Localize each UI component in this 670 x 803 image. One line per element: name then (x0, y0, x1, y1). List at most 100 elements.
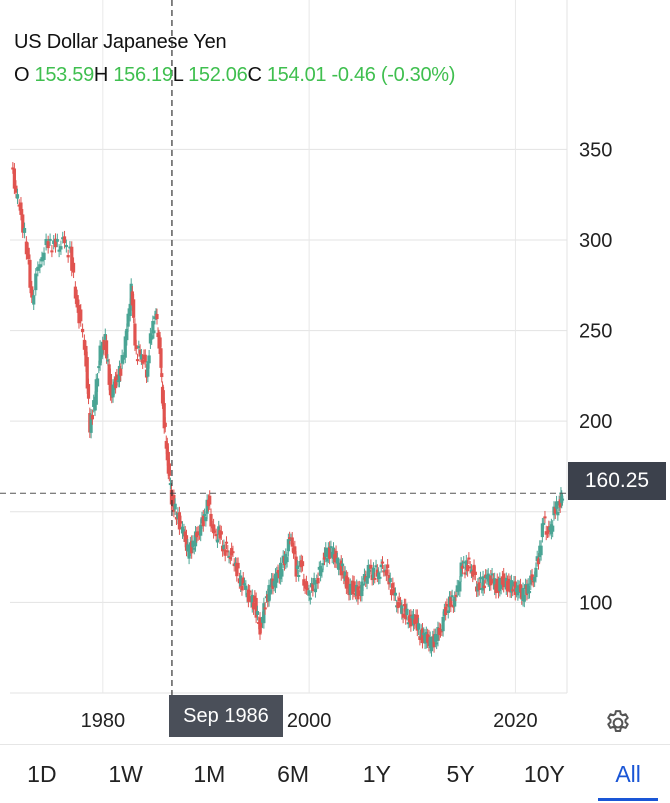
candle-body (147, 355, 151, 364)
candle-body (17, 204, 21, 207)
chart-title: US Dollar Japanese Yen (14, 31, 227, 53)
candle-body (55, 239, 59, 242)
candle-body (241, 577, 245, 586)
candle-body (15, 194, 20, 199)
timeframe-tab-1w[interactable]: 1W (108, 761, 143, 787)
timeframe-tab-1d[interactable]: 1D (27, 761, 57, 787)
candle-body (477, 582, 481, 591)
candle-body (472, 564, 476, 575)
candle-body (125, 328, 129, 341)
candle-body (59, 246, 63, 250)
price-chart[interactable]: 100 200 250 300 350 1980 2000 2020 (0, 0, 670, 744)
timeframe-tab-1y[interactable]: 1Y (362, 761, 391, 787)
candle-body (493, 578, 497, 590)
candle-body (551, 525, 555, 532)
candle-body (405, 608, 409, 616)
candle-body (179, 521, 183, 524)
candle-body (80, 328, 85, 333)
candle-body (172, 494, 176, 512)
candle-body (511, 589, 515, 592)
candle-body (204, 516, 208, 522)
timeframe-tabs: 1D 1W 1M 6M 1Y 5Y 10Y All (0, 744, 670, 801)
candle-body (38, 264, 42, 268)
candle-body (192, 547, 196, 550)
candle-body (356, 586, 360, 600)
candle-body (331, 547, 336, 559)
last-price-tag: 160.25 (568, 462, 666, 500)
candle-body (526, 583, 530, 594)
candle-body (300, 561, 305, 567)
candle-body (255, 611, 260, 615)
candle-body (134, 345, 138, 350)
candle-body (130, 291, 134, 306)
candle-body (226, 550, 230, 553)
candle-body (262, 603, 266, 624)
candle-body (94, 379, 98, 405)
timeframe-tab-1m[interactable]: 1M (193, 761, 226, 787)
candle-body (316, 577, 320, 584)
low-value: 152.06 (188, 64, 248, 86)
candle-body (254, 597, 258, 618)
candle-body (46, 241, 50, 249)
candle-body (115, 374, 119, 381)
candle-body (28, 259, 32, 288)
candle-body (89, 414, 93, 433)
candle-body (482, 585, 486, 589)
candle-body (406, 622, 410, 625)
candle-body (32, 295, 36, 305)
candle-body (396, 601, 400, 609)
candle-body (95, 378, 100, 387)
candle-body (379, 564, 383, 568)
candle-body (187, 550, 191, 559)
candle-body (122, 357, 126, 360)
candle-body (329, 546, 333, 549)
candle-body (219, 531, 223, 535)
candle-body (246, 589, 251, 602)
candle-body (324, 547, 328, 557)
candle-body (465, 565, 470, 572)
timeframe-tab-6m[interactable]: 6M (277, 761, 310, 787)
candle-body (534, 567, 538, 578)
candle-body (540, 523, 544, 538)
candle-body (106, 359, 110, 362)
timeframe-tab-all[interactable]: All (586, 745, 670, 801)
candle-body (558, 499, 562, 508)
candle-body (386, 564, 390, 569)
candle-body (138, 349, 142, 357)
candle-body (239, 575, 243, 587)
candle-body (533, 576, 537, 582)
timeframe-tab-10y[interactable]: 10Y (523, 761, 565, 787)
candle-body (133, 323, 137, 346)
candle-body (450, 595, 454, 598)
candle-body (420, 628, 425, 644)
candle-body (137, 346, 141, 349)
timeframe-tab-5y[interactable]: 5Y (446, 761, 475, 787)
candle-body (215, 539, 220, 543)
candle-body (150, 335, 154, 340)
candle-body (378, 576, 382, 579)
candle-body (263, 607, 267, 610)
candle-body (161, 390, 165, 406)
candle-body (306, 587, 310, 591)
candle-body (34, 273, 38, 291)
candle-body (173, 503, 177, 510)
candle-body (90, 414, 94, 420)
candle-body (244, 585, 248, 590)
candle-body (156, 332, 160, 338)
candle-body (166, 451, 170, 474)
high-label: H (93, 64, 109, 86)
gear-icon[interactable] (603, 708, 633, 738)
candle-body (50, 250, 54, 253)
candle-body (143, 354, 147, 363)
candle-body (459, 562, 463, 577)
candle-body (259, 622, 263, 628)
candle-body (460, 565, 465, 569)
candle-body (235, 563, 239, 577)
candle-body (163, 422, 167, 427)
candle-body (554, 501, 559, 509)
candle-body (184, 535, 189, 551)
candle-body (489, 575, 493, 586)
candle-body (384, 570, 388, 576)
candle-body (297, 574, 301, 577)
candle-body (368, 569, 372, 572)
